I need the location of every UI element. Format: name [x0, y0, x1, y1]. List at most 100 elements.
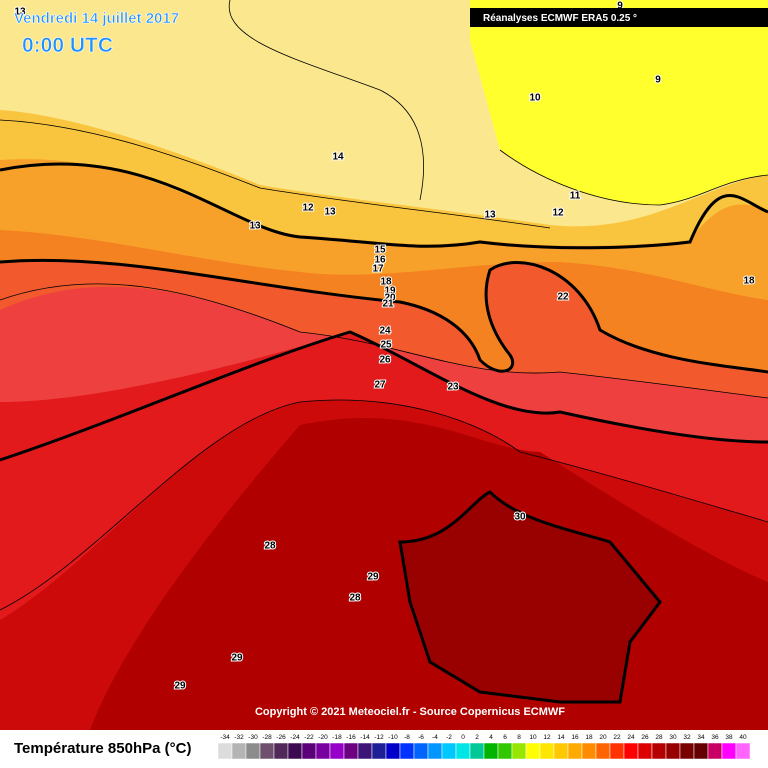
contour-label: 9: [617, 1, 623, 12]
contour-label: 28: [264, 541, 276, 552]
legend-swatch: [455, 742, 471, 760]
legend-swatch: [385, 742, 401, 760]
legend-swatch: [553, 742, 569, 760]
legend-tick-label: 2: [475, 734, 479, 741]
contour-label: 22: [557, 292, 569, 303]
legend-tick-label: 0: [461, 734, 465, 741]
legend-tick-label: 34: [697, 734, 705, 741]
copyright: Copyright © 2021 Meteociel.fr - Source C…: [255, 706, 565, 718]
legend-tick-label: -28: [262, 734, 272, 741]
contour-label: 29: [367, 572, 379, 583]
legend-swatch: [259, 742, 275, 760]
legend-swatch: [469, 742, 485, 760]
contour-label: 10: [529, 93, 541, 104]
legend-swatch: [301, 742, 317, 760]
contour-label: 9: [655, 75, 661, 86]
legend-tick-label: -6: [418, 734, 424, 741]
legend-swatch: [665, 742, 681, 760]
legend-tick-label: 4: [489, 734, 493, 741]
legend-tick-label: -16: [346, 734, 356, 741]
legend-swatch: [595, 742, 611, 760]
legend-tick-label: 36: [711, 734, 719, 741]
legend-swatch: [217, 742, 233, 760]
legend-swatch: [399, 742, 415, 760]
legend-swatch: [343, 742, 359, 760]
legend-swatch: [707, 742, 723, 760]
legend-tick-label: 22: [613, 734, 621, 741]
legend-tick-label: 32: [683, 734, 691, 741]
contour-label: 13: [249, 221, 261, 232]
legend-swatch: [511, 742, 527, 760]
contour-label: 28: [349, 593, 361, 604]
contour-label: 18: [743, 276, 755, 287]
legend-tick-label: -10: [388, 734, 398, 741]
legend-tick-label: 18: [585, 734, 593, 741]
legend-swatch: [231, 742, 247, 760]
date-label: Vendredi 14 juillet 2017: [14, 10, 179, 27]
legend-swatch: [357, 742, 373, 760]
legend-tick-label: 38: [725, 734, 733, 741]
legend-swatch: [483, 742, 499, 760]
temperature-field: [0, 0, 768, 730]
legend-title: Température 850hPa (°C): [14, 740, 191, 757]
contour-label: 27: [374, 380, 386, 391]
legend-swatch: [287, 742, 303, 760]
legend-swatch: [427, 742, 443, 760]
legend-tick-label: 28: [655, 734, 663, 741]
contour-label: 15: [374, 245, 386, 256]
legend-tick-label: -34: [220, 734, 230, 741]
contour-label: 29: [231, 653, 243, 664]
legend-swatch: [539, 742, 555, 760]
legend-tick-label: -4: [432, 734, 438, 741]
legend-swatch: [693, 742, 709, 760]
legend-tick-label: 12: [543, 734, 551, 741]
legend-tick-label: 6: [503, 734, 507, 741]
contour-label: 13: [324, 207, 336, 218]
legend-tick-label: -12: [374, 734, 384, 741]
legend-swatch: [679, 742, 695, 760]
contour-label: 26: [379, 355, 391, 366]
contour-label: 21: [382, 299, 394, 310]
legend-tick-label: 26: [641, 734, 649, 741]
contour-label: 14: [332, 152, 344, 163]
legend-swatch: [623, 742, 639, 760]
contour-label: 29: [174, 681, 186, 692]
legend-swatch: [413, 742, 429, 760]
legend-swatch: [735, 742, 751, 760]
legend-tick-label: -30: [248, 734, 258, 741]
legend-swatch: [567, 742, 583, 760]
legend-tick-label: 14: [557, 734, 565, 741]
legend-tick-label: 20: [599, 734, 607, 741]
legend-tick-label: -20: [318, 734, 328, 741]
legend-tick-label: -2: [446, 734, 452, 741]
legend-swatch: [609, 742, 625, 760]
legend-tick-label: -22: [304, 734, 314, 741]
legend-swatch: [497, 742, 513, 760]
legend-tick-label: -24: [290, 734, 300, 741]
contour-label: 24: [379, 326, 391, 337]
contour-label: 17: [372, 264, 384, 275]
contour-label: 20: [384, 293, 396, 304]
legend-swatch: [581, 742, 597, 760]
source-label: Réanalyses ECMWF ERA5 0.25 °: [483, 13, 637, 24]
legend-tick-label: -26: [276, 734, 286, 741]
legend-tick-label: -18: [332, 734, 342, 741]
legend-swatch: [721, 742, 737, 760]
contour-label: 19: [384, 286, 396, 297]
legend-swatch: [441, 742, 457, 760]
source-box: [470, 8, 768, 27]
legend-tick-label: 16: [571, 734, 579, 741]
legend-tick-label: 30: [669, 734, 677, 741]
legend-swatch: [371, 742, 387, 760]
contour-label: 25: [380, 340, 392, 351]
legend-tick-label: 40: [739, 734, 747, 741]
legend-tick-label: -14: [360, 734, 370, 741]
legend-swatch: [245, 742, 261, 760]
legend-tick-label: 8: [517, 734, 521, 741]
contour-label: 30: [514, 512, 526, 523]
contour-label: 13: [14, 7, 26, 18]
legend-swatch: [525, 742, 541, 760]
isotherms: [0, 0, 768, 704]
